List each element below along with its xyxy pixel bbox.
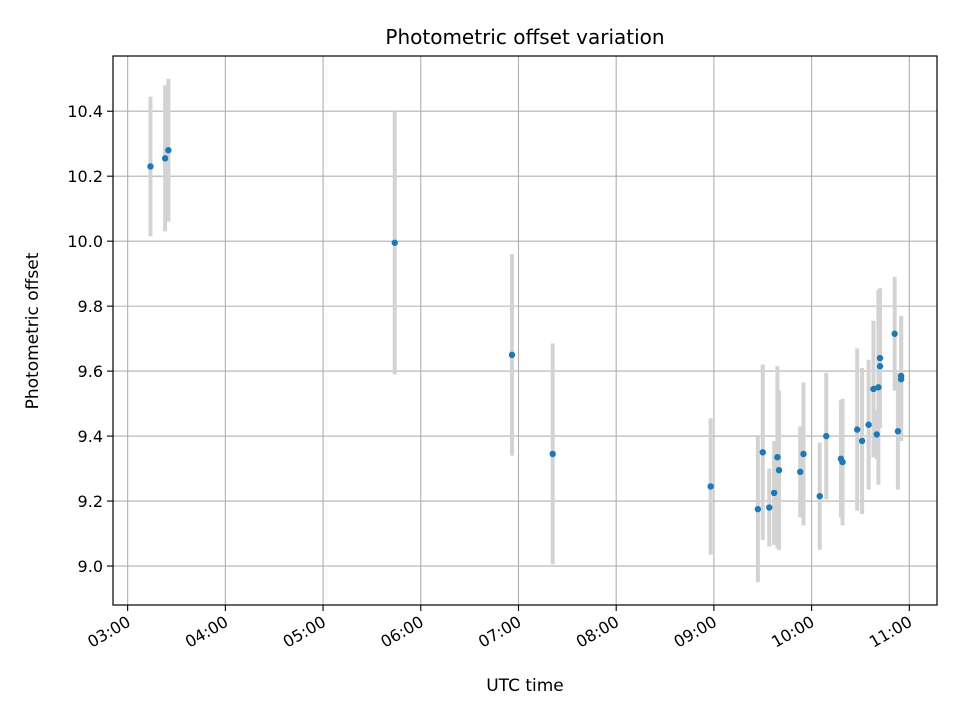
- data-point: [766, 504, 773, 511]
- y-tick-label: 9.2: [78, 492, 103, 511]
- data-point: [797, 468, 804, 476]
- data-point: [891, 330, 898, 337]
- x-tick-label: 09:00: [670, 612, 719, 652]
- data-point: [774, 453, 781, 461]
- data-point: [800, 450, 807, 458]
- data-point: [865, 421, 872, 428]
- data-point: [875, 384, 882, 391]
- y-tick-label: 10.2: [67, 167, 103, 186]
- data-point: [876, 363, 884, 370]
- grid: [113, 56, 937, 605]
- x-tick-label: 10:00: [768, 612, 817, 652]
- data-point: [759, 449, 766, 456]
- x-axis-label: UTC time: [486, 676, 564, 696]
- data-point: [161, 155, 169, 162]
- error-bars: [148, 78, 904, 583]
- data-point: [823, 432, 830, 440]
- data-points: [147, 147, 905, 513]
- y-tick-label: 9.6: [78, 362, 103, 381]
- chart-title: Photometric offset variation: [385, 25, 664, 49]
- x-tick-label: 07:00: [475, 612, 524, 652]
- y-axis-label: Photometric offset: [23, 252, 43, 409]
- y-tick-label: 9.4: [78, 427, 103, 446]
- data-point: [894, 428, 902, 435]
- y-tick-label: 10.0: [67, 232, 103, 251]
- data-point: [165, 147, 172, 154]
- y-axis-ticks: 9.0 9.2 9.4 9.6 9.8 10.0 10.2 10.4: [67, 102, 113, 576]
- data-point: [873, 431, 880, 438]
- data-point: [770, 489, 778, 497]
- x-axis-ticks: 03:00 04:00 05:00 06:00 07:00 08:00 09:00 10:00…: [84, 605, 915, 652]
- y-tick-label: 9.8: [78, 297, 103, 316]
- y-tick-label: 9.0: [78, 557, 103, 576]
- data-point: [147, 163, 154, 170]
- x-tick-label: 03:00: [84, 612, 133, 652]
- data-point: [508, 351, 516, 359]
- data-point: [707, 483, 714, 490]
- x-tick-label: 06:00: [377, 612, 426, 652]
- plot-frame: [112, 55, 938, 606]
- data-point: [775, 466, 783, 474]
- data-point: [549, 450, 556, 458]
- data-point: [754, 505, 762, 513]
- data-point: [897, 376, 905, 383]
- data-point: [858, 437, 866, 445]
- x-tick-label: 11:00: [866, 612, 915, 652]
- data-point: [391, 239, 398, 246]
- data-point: [839, 458, 846, 466]
- data-point: [816, 492, 823, 500]
- x-tick-label: 04:00: [182, 612, 231, 652]
- x-tick-label: 08:00: [573, 612, 622, 652]
- data-point: [854, 426, 861, 433]
- data-point: [870, 385, 877, 393]
- x-tick-label: 05:00: [280, 612, 329, 652]
- data-point: [876, 354, 884, 362]
- y-tick-label: 10.4: [67, 102, 103, 121]
